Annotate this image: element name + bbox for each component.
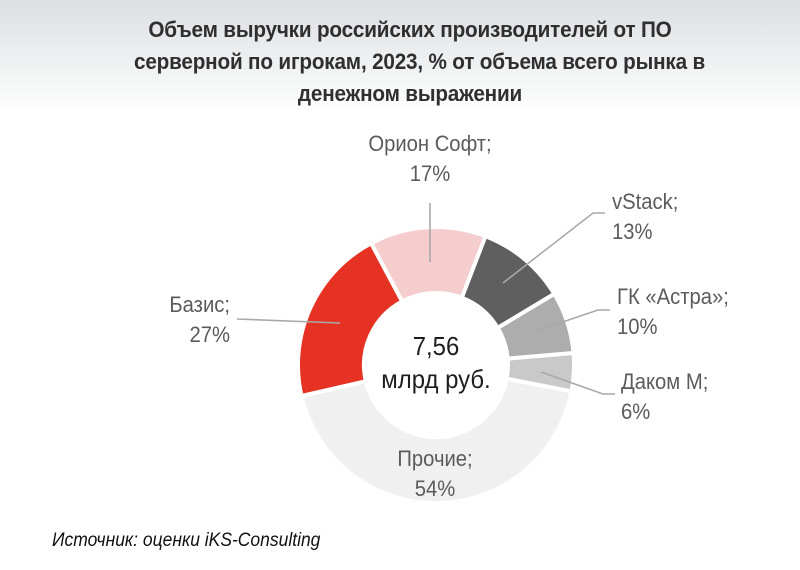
source-note: Источник: оценки iKS-Consulting [52, 530, 321, 551]
donut-center-total: 7,56 млрд руб. [372, 330, 501, 396]
data-label-astra: ГК «Астра»; 10% [617, 282, 729, 342]
label-name: Прочие; [397, 446, 473, 471]
segment-dakom [504, 350, 577, 394]
data-label-basis: Базис; 27% [138, 290, 230, 350]
label-name: vStack; [612, 189, 679, 214]
segment-basis [296, 240, 405, 399]
leader-line-dakom [540, 371, 615, 395]
label-percent: 6% [621, 399, 651, 424]
chart-title-line-1: Объем выручки российских производителей … [148, 17, 672, 42]
label-name: Орион Софт; [368, 131, 492, 156]
total-unit: млрд руб. [381, 364, 491, 394]
data-label-prochie: Прочие; 54% [375, 444, 495, 504]
segment-prochie [299, 376, 574, 506]
label-name: Даком М; [621, 369, 709, 394]
chart-title-line-3: денежном выражении [297, 81, 523, 106]
label-percent: 54% [414, 476, 456, 501]
label-percent: 10% [617, 314, 658, 339]
leader-line-basis [236, 318, 341, 324]
leader-line-vstack [502, 212, 605, 284]
label-name: Базис; [169, 292, 230, 317]
total-value: 7,56 [412, 331, 460, 361]
label-percent: 27% [189, 322, 230, 347]
label-percent: 13% [612, 219, 653, 244]
leader-line-astra [535, 309, 610, 332]
label-percent: 17% [409, 161, 451, 186]
data-label-orion: Орион Софт; 17% [347, 129, 513, 189]
chart-title-line-2: серверной по игрокам, 2023, % от объема … [134, 49, 706, 74]
data-label-vstack: vStack; 13% [612, 187, 678, 247]
chart-title: Объем выручки российских производителей … [134, 14, 706, 110]
data-label-dakom: Даком М; 6% [621, 367, 708, 427]
label-name: ГК «Астра»; [617, 284, 729, 309]
